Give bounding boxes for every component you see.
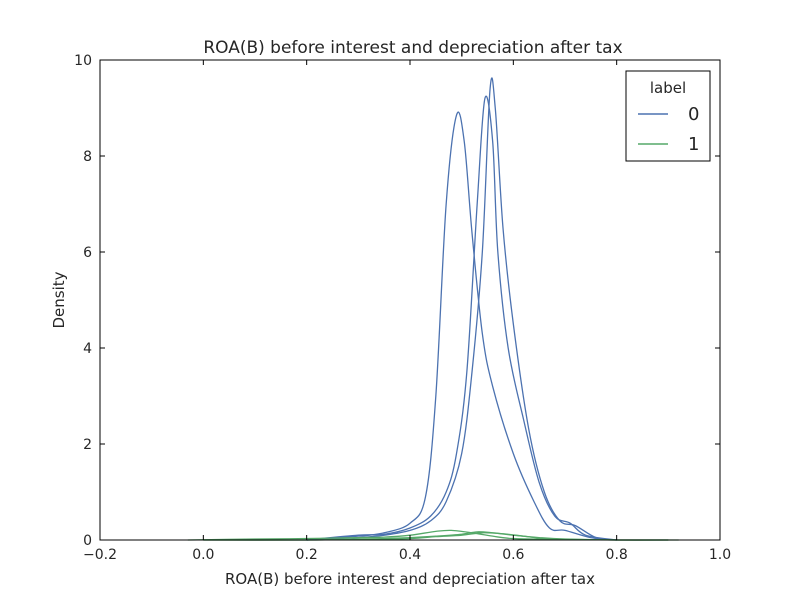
x-tick-label-4: 0.6	[502, 547, 524, 563]
legend-label-1: 1	[688, 134, 699, 155]
x-tick-label-0: −0.2	[83, 547, 117, 563]
legend-box	[625, 70, 711, 162]
y-tick-label-0: 0	[83, 533, 92, 549]
y-tick-label-2: 4	[83, 341, 92, 357]
legend: label 0 1	[625, 70, 711, 162]
y-tick-label-1: 2	[83, 437, 92, 453]
x-tick-label-2: 0.2	[296, 547, 318, 563]
x-tick-label-3: 0.4	[399, 547, 421, 563]
legend-label-0: 0	[688, 104, 699, 125]
series-1-label-0-line	[306, 95, 617, 541]
x-tick-label-6: 1.0	[709, 547, 731, 563]
legend-title: label	[650, 79, 686, 97]
x-tick-label-1: 0.0	[192, 547, 214, 563]
series-0-label-0-line	[306, 111, 617, 541]
series-2-label-0-line	[306, 77, 617, 541]
y-tick-label-4: 8	[83, 149, 92, 165]
y-tick-label-3: 6	[83, 245, 92, 261]
y-tick-label-5: 10	[74, 53, 92, 69]
x-tick-label-5: 0.8	[606, 547, 628, 563]
plot-frame	[99, 59, 721, 541]
chart-title: ROA(B) before interest and depreciation …	[203, 38, 622, 58]
y-axis-label: Density	[50, 271, 68, 328]
x-axis-label: ROA(B) before interest and depreciation …	[225, 570, 595, 588]
series-layer	[187, 77, 679, 541]
